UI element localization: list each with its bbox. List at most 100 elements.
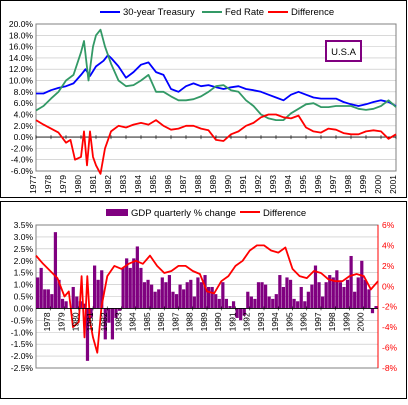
gdp-bar — [164, 282, 168, 309]
gdp-bar — [335, 270, 339, 309]
bottom-x-tick-label: 1982 — [99, 312, 109, 331]
top-y-tick-label: 0.0% — [14, 132, 34, 142]
gdp-bar — [246, 291, 250, 309]
top-y-tick-label: -2.0% — [11, 143, 34, 153]
bottom-left-y-tick-labels: 3.5% 3.0% 2.5% 2.0% 1.5% 1.0% 0.5%0.0% -0.5% -1.… — [11, 220, 34, 373]
top-x-tick-label: 1988 — [193, 175, 203, 194]
gdp-bar — [174, 294, 179, 309]
top-x-tick-label: 2000 — [373, 175, 383, 194]
bottom-x-tick-label: 1997 — [313, 312, 323, 331]
bottom-y-tick-label: 0.0% — [14, 303, 34, 313]
top-chart: 20.0%18.0% 16.0%14.0%12.0% 10.0%8.0%6.0%4.… — [9, 7, 398, 194]
country-annotation-box — [325, 40, 362, 62]
gdp-bar — [235, 308, 239, 318]
gdp-bar — [125, 258, 129, 309]
gdp-bar — [132, 258, 136, 309]
gdp-bar — [36, 277, 40, 309]
bottom-x-tick-label: 2000 — [356, 312, 366, 331]
gdp-bar — [228, 306, 232, 309]
gdp-bar — [363, 279, 367, 309]
top-x-tick-label: 1989 — [208, 175, 218, 194]
gdp-bar — [242, 308, 246, 316]
top-x-tick-label: 1987 — [178, 175, 188, 194]
gdp-bar — [317, 282, 321, 309]
top-x-tick-label: 1991 — [238, 175, 248, 194]
top-y-tick-label: 14.0% — [9, 53, 34, 63]
gdp-bar — [160, 277, 164, 309]
bottom-y-tick-label: 2.0% — [14, 256, 34, 266]
gdp-bar — [292, 298, 296, 309]
gdp-bar — [370, 308, 375, 314]
bottom-y-tick-label: -2.5% — [11, 363, 34, 373]
gdp-bar — [303, 301, 307, 309]
gdp-bar — [260, 282, 264, 309]
gdp-bar — [271, 298, 275, 309]
gdp-bar — [299, 286, 303, 309]
top-x-tick-labels: 1977 1978 1979 1980 1981 1982 1983 1984 1985 1986… — [28, 135, 398, 194]
gdp-bar — [199, 282, 204, 309]
gdp-bar — [313, 265, 318, 309]
bottom-y-tick-label: 3.5% — [14, 220, 34, 230]
bottom-x-tick-label: 1998 — [327, 312, 337, 331]
gdp-bar — [189, 279, 193, 309]
gdp-bar — [253, 298, 257, 309]
bottom-x-tick-label: 1990 — [213, 312, 223, 331]
gdp-bar — [121, 267, 125, 309]
bottom-y-tick-label: 0.5% — [14, 292, 34, 302]
top-panel-frame — [0, 0, 407, 198]
country-annotation-label: U.S.A — [331, 47, 356, 58]
gdp-bar — [210, 286, 214, 309]
bottom-right-y-tick-label: -8% — [382, 363, 398, 373]
bottom-y-tick-label: -0.5% — [11, 315, 34, 325]
gdp-bar — [185, 282, 189, 309]
top-line-fed — [35, 28, 397, 121]
bottom-x-tick-label: 1980 — [71, 312, 81, 331]
bottom-x-tick-label: 1989 — [199, 312, 209, 331]
gdp-bar — [114, 308, 118, 318]
gdp-bar — [249, 296, 253, 309]
bottom-x-tick-label: 1983 — [114, 312, 124, 331]
gdp-bar — [342, 286, 346, 309]
bottom-y-tick-label: -2.0% — [11, 351, 34, 361]
gdp-bar — [107, 308, 111, 323]
gdp-bar — [345, 279, 350, 309]
top-x-tick-label: 1982 — [103, 175, 113, 194]
top-y-tick-labels: 20.0%18.0% 16.0%14.0%12.0% 10.0%8.0%6.0%4.… — [9, 19, 34, 176]
legend-label-difference: Difference — [291, 7, 334, 18]
gdp-bar — [331, 277, 335, 309]
legend-swatch-gdp — [106, 209, 128, 216]
top-y-tick-label: 4.0% — [14, 109, 34, 119]
gdp-bar — [349, 255, 353, 309]
top-x-tick-label: 1985 — [148, 175, 158, 194]
top-y-tick-label: 8.0% — [14, 87, 34, 97]
gdp-bar — [207, 286, 211, 309]
top-line-treasury — [36, 54, 397, 107]
bottom-right-y-tick-label: 2% — [382, 261, 395, 271]
bottom-y-tick-label: 1.5% — [14, 268, 34, 278]
bottom-y-tick-label: -1.5% — [11, 339, 34, 349]
legend-label-fed: Fed Rate — [225, 7, 264, 18]
top-y-tick-label: 6.0% — [14, 98, 34, 108]
gdp-bar — [288, 279, 293, 309]
gdp-bar — [182, 289, 186, 309]
bottom-y-tick-label: -1.0% — [11, 327, 34, 337]
bottom-right-y-tick-label: 4% — [382, 240, 395, 250]
bottom-x-tick-label: 1988 — [185, 312, 195, 331]
gdp-bar — [353, 291, 357, 309]
top-series-lines — [35, 28, 397, 175]
top-x-tick-label: 2001 — [388, 175, 398, 194]
top-x-tick-label: 1979 — [58, 175, 68, 194]
bottom-difference-line — [35, 244, 379, 354]
top-x-tick-label: 1998 — [343, 175, 353, 194]
gdp-bar — [310, 284, 314, 309]
bottom-x-tick-label: 1986 — [156, 312, 166, 331]
gdp-bar — [192, 296, 196, 309]
bottom-x-tick-label: 1981 — [85, 312, 95, 331]
gdp-bar — [96, 279, 100, 309]
gdp-bar — [324, 282, 328, 309]
gdp-bar — [356, 277, 360, 309]
top-y-tick-label: 18.0% — [9, 30, 34, 40]
gdp-bar — [103, 308, 107, 340]
gdp-bar — [57, 279, 61, 309]
